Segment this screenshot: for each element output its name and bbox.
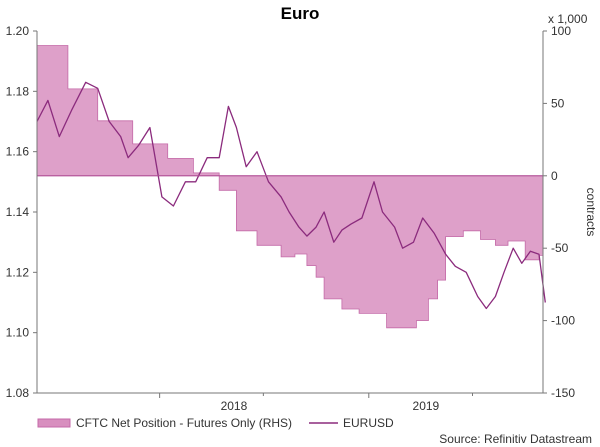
right-tick-label: 0 xyxy=(551,169,558,183)
left-tick-label: 1.18 xyxy=(6,84,30,98)
left-tick-label: 1.08 xyxy=(6,386,30,400)
right-tick-label: 50 xyxy=(551,96,565,110)
left-tick-label: 1.20 xyxy=(6,24,30,38)
right-axis-label: contracts xyxy=(584,188,598,237)
left-tick-label: 1.10 xyxy=(6,326,30,340)
plot-area xyxy=(36,45,546,329)
source-note: Source: Refinitiv Datastream xyxy=(439,432,592,446)
right-tick-label: -100 xyxy=(551,314,575,328)
x-axis-ticks: 2018 2019 xyxy=(159,393,474,413)
left-tick-label: 1.16 xyxy=(6,145,30,159)
x-tick-label: 2019 xyxy=(413,399,440,413)
eurusd-line xyxy=(36,81,546,310)
left-tick-label: 1.12 xyxy=(6,265,30,279)
net-position-area xyxy=(36,45,544,329)
left-tick-label: 1.14 xyxy=(6,205,30,219)
legend-line-label: EURUSD xyxy=(343,416,394,430)
legend-area-swatch xyxy=(37,418,71,428)
right-tick-label: -50 xyxy=(551,241,569,255)
legend-area-label: CFTC Net Position - Futures Only (RHS) xyxy=(76,416,292,430)
right-axis-ticks: 100 50 0 -50 -100 -150 xyxy=(543,24,575,400)
legend: CFTC Net Position - Futures Only (RHS) E… xyxy=(37,416,394,430)
chart-title: Euro xyxy=(281,4,320,23)
x-tick-label: 2018 xyxy=(221,399,248,413)
right-tick-label: -150 xyxy=(551,386,575,400)
right-axis-multiplier: x 1,000 xyxy=(548,12,588,26)
left-axis-ticks: 1.08 1.10 1.12 1.14 1.16 1.18 1.20 xyxy=(6,24,37,400)
right-tick-label: 100 xyxy=(551,24,571,38)
